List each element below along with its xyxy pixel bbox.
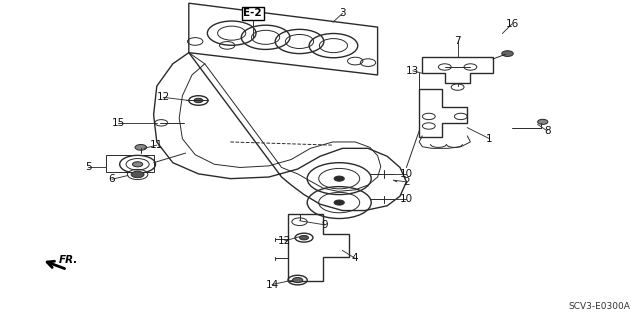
- Text: 4: 4: [352, 253, 358, 263]
- Text: 7: 7: [454, 36, 461, 47]
- Text: 10: 10: [400, 194, 413, 204]
- Text: E-2: E-2: [243, 8, 262, 19]
- Text: 9: 9: [322, 220, 328, 230]
- Text: FR.: FR.: [59, 256, 78, 265]
- Text: 12: 12: [157, 92, 170, 102]
- Text: 11: 11: [150, 140, 163, 150]
- Text: 1: 1: [486, 134, 493, 144]
- Text: 14: 14: [266, 279, 278, 290]
- Circle shape: [131, 171, 144, 178]
- Circle shape: [502, 51, 513, 56]
- Text: 10: 10: [400, 169, 413, 179]
- Circle shape: [292, 278, 303, 283]
- Text: 13: 13: [406, 66, 419, 76]
- Text: 12: 12: [278, 236, 291, 246]
- Circle shape: [538, 119, 548, 124]
- Circle shape: [135, 145, 147, 150]
- Circle shape: [194, 98, 203, 103]
- Text: SCV3-E0300A: SCV3-E0300A: [568, 302, 630, 311]
- Text: 3: 3: [339, 8, 346, 19]
- Circle shape: [300, 235, 308, 240]
- Text: E-2: E-2: [244, 9, 261, 19]
- Circle shape: [334, 176, 344, 181]
- Circle shape: [132, 162, 143, 167]
- Text: 2: 2: [403, 177, 410, 187]
- Text: 16: 16: [506, 19, 518, 29]
- Text: 15: 15: [112, 118, 125, 128]
- Text: 8: 8: [544, 126, 550, 136]
- Circle shape: [334, 200, 344, 205]
- Text: 6: 6: [109, 174, 115, 184]
- Text: 5: 5: [85, 162, 92, 173]
